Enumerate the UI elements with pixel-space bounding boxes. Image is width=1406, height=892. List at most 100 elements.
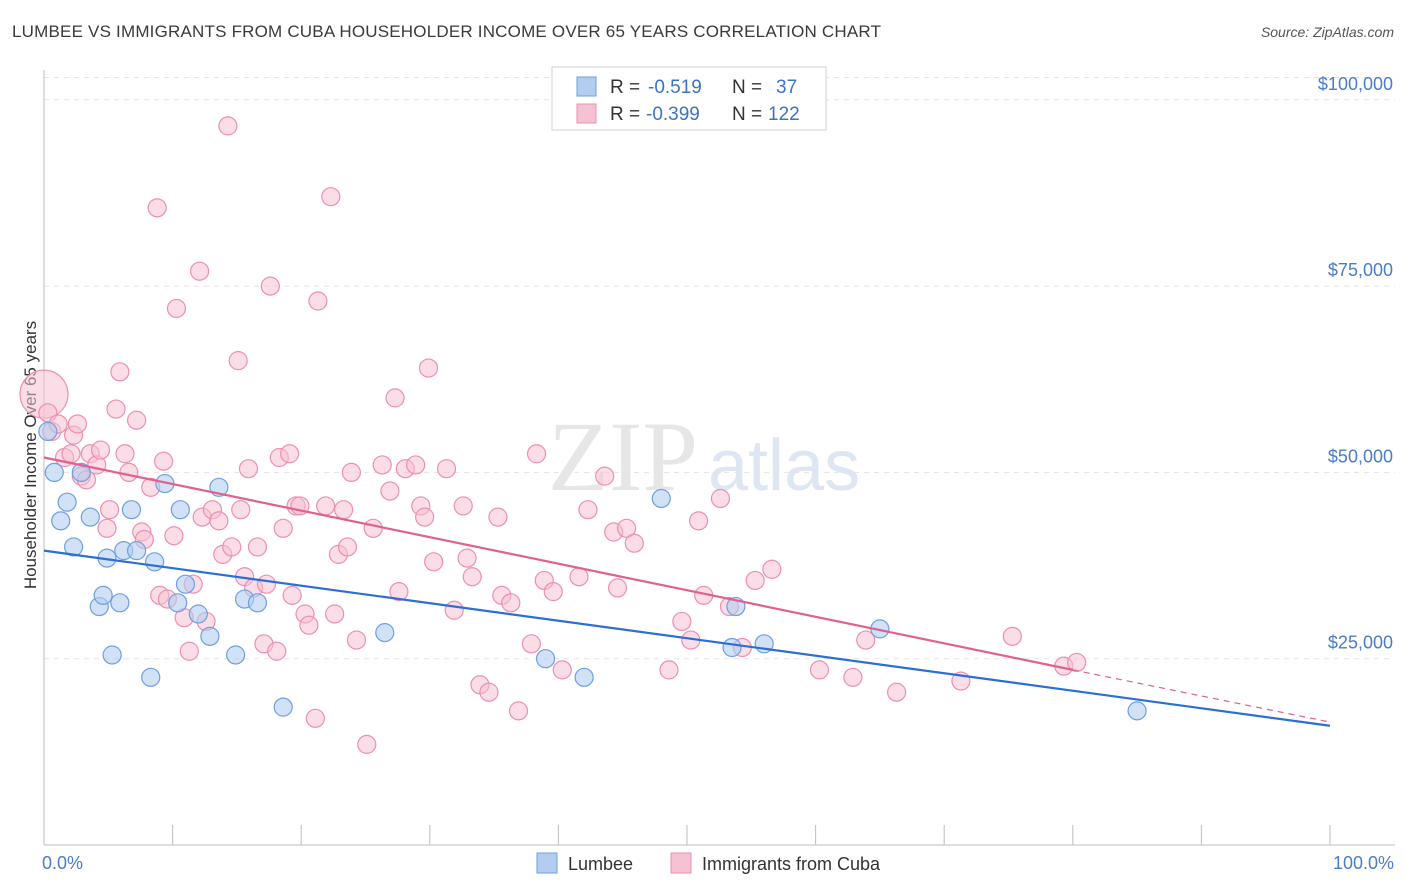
cuba-point [247, 537, 268, 557]
legend-r-label-lumbee: R = [610, 77, 640, 98]
cuba-point [166, 298, 187, 319]
cuba-point [90, 440, 111, 460]
trend-line-lumbee [43, 549, 1331, 727]
cuba-point [688, 511, 709, 531]
cuba-point [267, 641, 287, 661]
lumbee-point [51, 511, 71, 531]
cuba-point [209, 511, 229, 531]
y-axis-label: Householder Income Over 65 years [21, 321, 40, 589]
cuba-point [346, 630, 367, 650]
cuba-point [856, 630, 876, 650]
y-tick-label-100000: $100,000 [1318, 74, 1393, 94]
cuba-point [616, 518, 637, 538]
cuba-point [231, 500, 251, 520]
lumbee-point [57, 492, 77, 512]
cuba-point [488, 507, 508, 527]
bottom-legend: Lumbee Immigrants from Cuba [536, 852, 881, 874]
lumbee-point [375, 623, 395, 643]
cuba-point [299, 615, 319, 635]
watermark-zip: ZIP [548, 401, 698, 512]
cuba-point [1067, 652, 1087, 673]
cuba-point [479, 682, 499, 702]
cuba-point [501, 593, 521, 613]
lumbee-point [273, 697, 293, 717]
cuba-point [380, 481, 400, 501]
legend-n-value-cuba: 122 [768, 104, 800, 125]
cuba-point [710, 488, 731, 509]
cuba-point [308, 291, 328, 311]
cuba-point [256, 574, 277, 594]
cuba-point [444, 600, 464, 620]
legend-r-label-cuba: R = [610, 104, 640, 125]
lumbee-point [71, 462, 91, 483]
cuba-point [418, 358, 439, 378]
lumbee-point [247, 593, 268, 613]
lumbee-point [1127, 701, 1147, 721]
cuba-point [595, 466, 615, 486]
cuba-point [164, 526, 184, 546]
lumbee-point [38, 421, 58, 442]
cuba-point [389, 582, 409, 602]
watermark-atlas: atlas [708, 426, 860, 506]
lumbee-point [126, 541, 147, 561]
cuba-point [552, 660, 572, 680]
lumbee-point [188, 604, 208, 624]
bottom-legend-swatch-lumbee [536, 852, 558, 874]
cuba-point [453, 496, 473, 516]
cuba-point [424, 552, 444, 572]
correlation-legend: R = -0.519 N = 37 R = -0.399 N = 122 [551, 66, 827, 131]
x-tick-label-max: 100.0% [1333, 853, 1394, 873]
chart-title: LUMBEE VS IMMIGRANTS FROM CUBA HOUSEHOLD… [12, 22, 882, 41]
lumbee-point [170, 500, 190, 520]
legend-swatch-cuba [576, 103, 597, 124]
cuba-point [843, 667, 863, 687]
cuba-point [106, 399, 126, 419]
watermark: ZIP atlas [548, 401, 860, 512]
lumbee-point [141, 667, 161, 687]
cuba-point [238, 459, 259, 479]
cuba-point [543, 582, 563, 602]
lumbee-point [722, 637, 742, 658]
cuba-point [457, 548, 477, 568]
lumbee-point [200, 626, 220, 646]
cuba-point [190, 261, 210, 281]
x-tick-label-min: 0.0% [42, 853, 83, 873]
cuba-point [260, 276, 280, 296]
chart-source: Source: ZipAtlas.com [1260, 24, 1394, 40]
cuba-point [624, 533, 644, 553]
lumbee-point [80, 507, 100, 527]
lumbee-point [144, 552, 165, 572]
legend-n-value-lumbee: 37 [776, 77, 797, 98]
cuba-point [526, 444, 547, 464]
legend-n-label-lumbee: N = [732, 77, 762, 98]
cuba-point [99, 500, 120, 520]
lumbee-point [535, 649, 556, 669]
legend-r-value-cuba: -0.399 [646, 104, 700, 125]
trend-line-cuba [43, 456, 1074, 671]
cuba-point [341, 462, 361, 483]
cuba-point [436, 459, 457, 479]
cuba-point [273, 518, 293, 538]
cuba-point [222, 537, 242, 557]
cuba-point [316, 496, 336, 516]
cuba-point [578, 500, 598, 520]
cuba-point [110, 362, 130, 382]
bottom-legend-label-cuba: Immigrants from Cuba [702, 854, 881, 874]
bottom-legend-label-lumbee: Lumbee [568, 854, 633, 874]
cuba-point [218, 116, 238, 136]
cuba-point [305, 708, 325, 728]
legend-swatch-lumbee [576, 76, 597, 97]
bottom-legend-swatch-cuba [670, 852, 692, 874]
lumbee-point [651, 488, 671, 509]
cuba-point [659, 660, 679, 680]
cuba-point [334, 500, 354, 520]
y-tick-label-50000: $50,000 [1328, 446, 1393, 466]
cuba-point [280, 444, 300, 464]
lumbee-point [574, 667, 594, 687]
cuba-point [462, 567, 482, 587]
cuba-point [325, 604, 345, 624]
cuba-point [745, 570, 765, 591]
cuba-point [607, 578, 628, 598]
cuba-point [415, 507, 435, 527]
legend-box [551, 66, 827, 131]
